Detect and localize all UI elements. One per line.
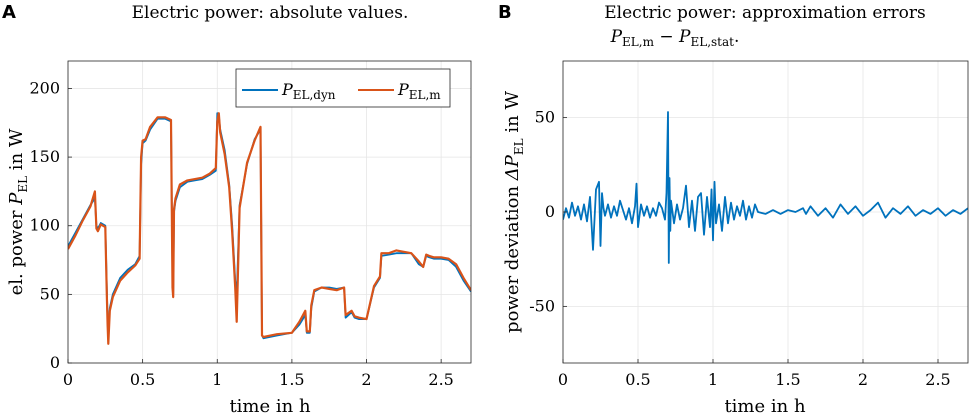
- x-tick-label: 2: [361, 370, 371, 389]
- x-tick-label: 1.5: [279, 370, 304, 389]
- panel-b-series-line-0: [563, 111, 968, 264]
- x-tick-label: 0: [63, 370, 73, 389]
- panel-b-y-ticks: -50 0 50: [529, 108, 567, 315]
- panel-a-y-label: el. power PEL in W: [6, 128, 30, 295]
- x-tick-label: 2.5: [925, 370, 950, 389]
- y-tick-label: 200: [29, 78, 60, 97]
- y-tick-label: 0: [50, 353, 60, 372]
- panel-a: A Electric power: absolute values. 0 0.5 1…: [2, 2, 472, 417]
- y-tick-label: 0: [545, 202, 555, 221]
- panel-b-title-line1: Electric power: approximation errors: [604, 3, 926, 23]
- panel-a-axes-box: [67, 60, 472, 364]
- legend-label-dyn: PEL,dyn: [281, 80, 336, 102]
- x-tick-label: 2: [858, 370, 868, 389]
- y-tick-label: 50: [40, 284, 60, 303]
- y-tick-label: -50: [529, 296, 555, 315]
- legend-box: [235, 68, 451, 108]
- panel-b-series: [563, 111, 968, 264]
- legend-label-m: PEL,m: [397, 80, 441, 102]
- x-tick-label: 1: [708, 370, 718, 389]
- panel-b-x-ticks: 0 0.5 1 1.5 2 2.5: [558, 359, 951, 389]
- x-tick-label: 2.5: [428, 370, 453, 389]
- panel-a-x-label: time in h: [229, 396, 311, 417]
- x-tick-label: 0: [558, 370, 568, 389]
- panel-a-title: Electric power: absolute values.: [132, 3, 409, 23]
- y-tick-label: 100: [29, 216, 60, 235]
- y-tick-label: 150: [29, 147, 60, 166]
- y-tick-label: 50: [535, 108, 555, 127]
- panel-b: B Electric power: approximation errors P…: [498, 2, 969, 417]
- x-tick-label: 0.5: [130, 370, 155, 389]
- panel-a-series-line-1: [68, 112, 471, 345]
- x-tick-label: 1.5: [775, 370, 800, 389]
- panel-a-letter: A: [2, 2, 16, 23]
- panel-b-y-label: power deviation ΔPEL in W: [502, 91, 526, 333]
- panel-b-x-label: time in h: [724, 396, 806, 417]
- panel-a-series: [68, 112, 471, 345]
- panel-b-letter: B: [498, 2, 512, 23]
- panel-a-legend: PEL,dyn PEL,m: [235, 68, 451, 108]
- x-tick-label: 1: [212, 370, 222, 389]
- panel-a-y-ticks: 0 50 100 150 200: [29, 78, 72, 372]
- x-tick-label: 0.5: [625, 370, 650, 389]
- panel-a-x-ticks: 0 0.5 1 1.5 2 2.5: [63, 359, 454, 389]
- panel-b-title-line2: PEL,m − PEL,stat.: [610, 27, 740, 49]
